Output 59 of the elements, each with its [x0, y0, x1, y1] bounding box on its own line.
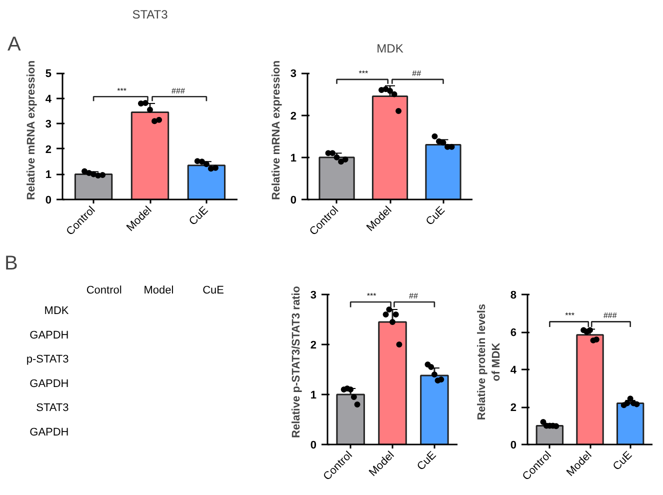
bar — [318, 156, 355, 200]
y-tick-label: 3 — [290, 68, 297, 80]
y-tick-label: 3 — [45, 118, 52, 131]
y-tick-label: 5 — [45, 68, 52, 80]
y-axis-title: Relative p-STAT3/STAT3 ratio — [290, 286, 302, 438]
annotation: *** — [366, 292, 376, 300]
annotation: ### — [603, 311, 618, 320]
text: A — [8, 34, 22, 56]
y-tick-label: 0 — [310, 440, 317, 452]
y-tick-label: 2 — [290, 110, 297, 122]
annotation: *** — [117, 86, 126, 96]
annotation: ## — [412, 69, 422, 78]
y-axis-title: Relative mRNA expression — [270, 60, 282, 200]
category-label: p-STAT3 — [26, 354, 69, 366]
y-tick-label: 1 — [45, 169, 52, 182]
category-label: STAT3 — [36, 402, 69, 414]
bar — [616, 402, 644, 444]
x-tick-label: CuE — [415, 449, 439, 473]
y-tick-label: 3 — [310, 290, 317, 302]
y-tick-label: 6 — [510, 327, 517, 339]
x-tick-label: CuE — [424, 204, 448, 228]
annotation: ### — [172, 86, 186, 96]
y-tick-label: 2 — [510, 402, 517, 414]
y-tick-label: 2 — [310, 340, 317, 352]
y-tick-label: 0 — [45, 194, 52, 206]
x-tick-label: CuE — [187, 204, 211, 228]
bar — [336, 394, 365, 444]
bar — [187, 164, 226, 200]
category-label: Model — [144, 284, 174, 296]
y-tick-label: 0 — [290, 194, 297, 206]
bar — [130, 112, 170, 200]
bar — [74, 173, 113, 200]
category-label: GAPDH — [30, 426, 69, 438]
category-label: GAPDH — [30, 378, 69, 390]
y-tick-label: 4 — [45, 93, 52, 106]
y-tick-label: 0 — [510, 440, 517, 452]
y-tick-label: 4 — [510, 364, 518, 376]
category-label: GAPDH — [30, 329, 69, 342]
x-tick-label: CuE — [610, 449, 635, 473]
bar — [536, 425, 564, 444]
bar — [425, 144, 462, 200]
y-tick-label: 1 — [290, 152, 297, 164]
chart-title: STAT3 — [132, 8, 168, 22]
category-label: MDK — [44, 305, 69, 318]
y-axis-title: Relative mRNA expression — [25, 60, 38, 200]
annotation: *** — [358, 69, 368, 78]
bar — [378, 321, 407, 444]
annotation: ## — [409, 292, 418, 300]
bar — [420, 374, 449, 444]
y-axis-title: Relative protein levels of MDK — [476, 304, 502, 420]
y-tick-label: 1 — [310, 390, 317, 402]
chart-title: MDK — [376, 42, 404, 56]
category-label: CuE — [202, 284, 224, 296]
text: B — [4, 252, 18, 274]
category-label: Control — [86, 284, 122, 296]
bar — [576, 334, 604, 444]
annotation: *** — [565, 311, 575, 320]
y-tick-label: 8 — [510, 290, 517, 302]
y-tick-label: 2 — [45, 144, 52, 156]
